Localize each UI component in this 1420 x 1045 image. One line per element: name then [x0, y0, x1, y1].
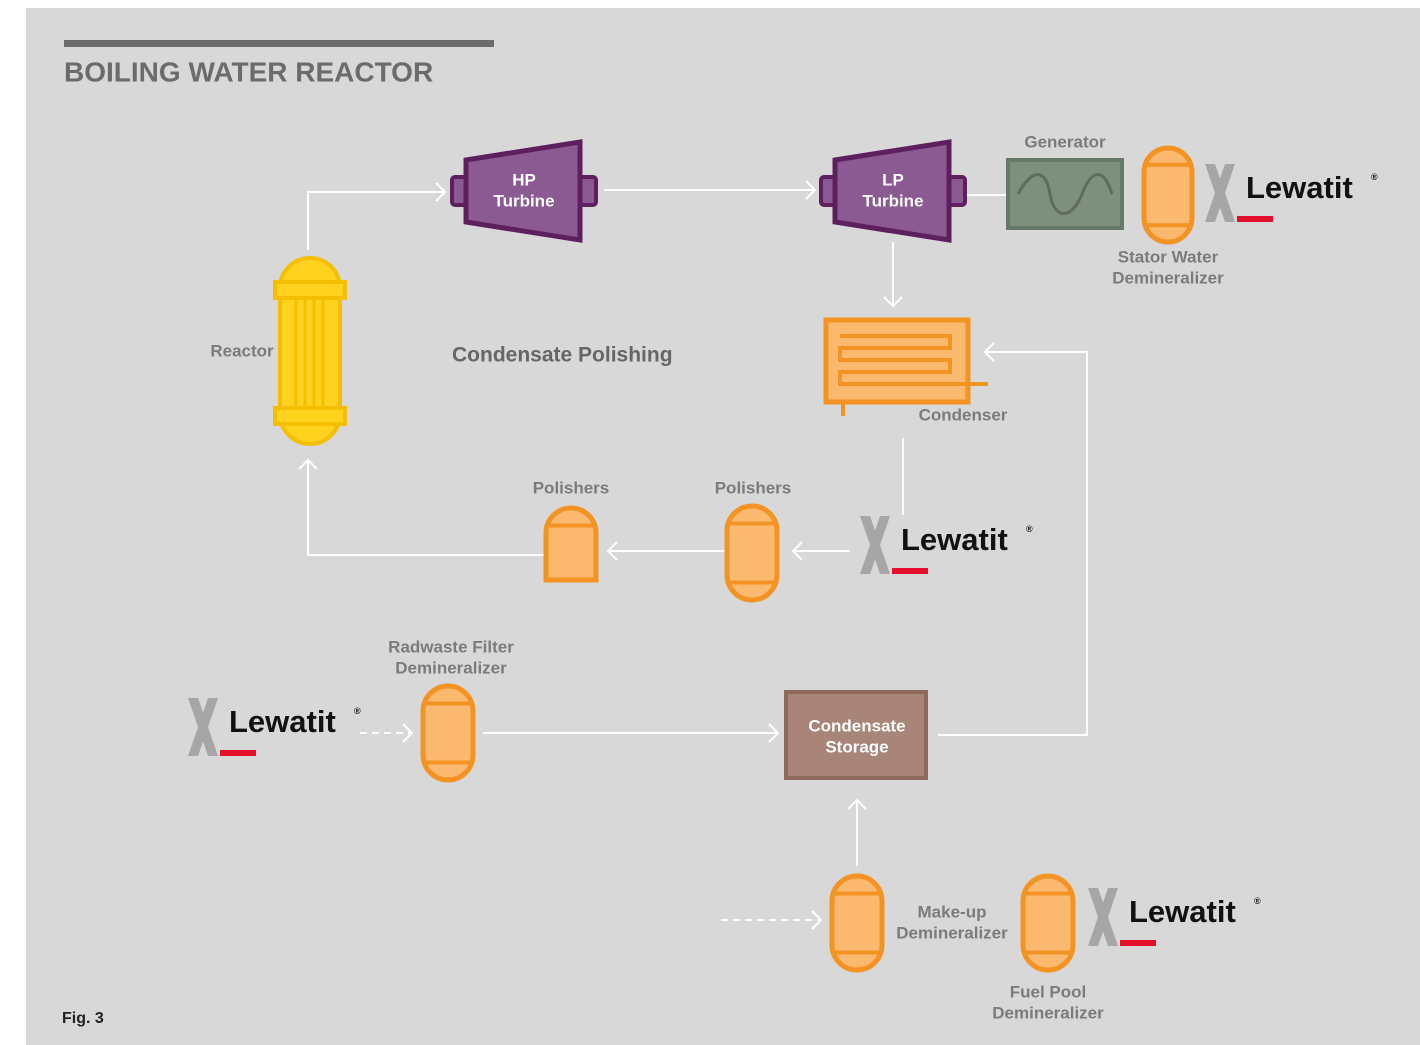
turbine-body — [832, 139, 952, 243]
condenser-coil — [838, 334, 988, 386]
logo-bar — [892, 568, 928, 574]
vessel — [543, 505, 599, 583]
arrow-head — [402, 723, 414, 743]
logo-x — [188, 698, 218, 756]
node-label: Demineralizer — [395, 658, 507, 677]
logo-mark: ® — [1254, 896, 1261, 906]
logo-text: Lewatit — [1129, 894, 1236, 929]
arrow-head — [983, 342, 995, 362]
logo-x — [860, 516, 890, 574]
vessel — [1141, 145, 1195, 245]
node-label: Condenser — [919, 405, 1008, 424]
node-label: Storage — [825, 737, 888, 756]
node-label: Turbine — [493, 191, 554, 210]
lewatit-logo: Lewatit ® — [1088, 888, 1261, 946]
node-label: Demineralizer — [896, 923, 1008, 942]
reactor-flange — [273, 280, 347, 300]
flow-line — [938, 351, 1088, 736]
node-label: Fuel Pool — [1010, 982, 1087, 1001]
reactor-flange — [273, 406, 347, 426]
arrow-head — [768, 723, 780, 743]
title-bar — [64, 40, 494, 47]
node-label: Generator — [1024, 132, 1106, 151]
arrow-head — [606, 541, 618, 561]
logo-mark: ® — [1026, 524, 1033, 534]
turbine — [450, 139, 598, 243]
flow-line — [307, 191, 445, 250]
vessel-body — [724, 503, 780, 603]
flow-line — [307, 460, 545, 556]
logo-x — [1088, 888, 1118, 946]
logo-text: Lewatit — [229, 704, 336, 739]
figure-label: Fig. 3 — [62, 1010, 104, 1027]
generator — [1006, 158, 1124, 230]
lewatit-logo: Lewatit ® — [860, 516, 1033, 574]
arrow-head — [883, 296, 903, 308]
node-label: Make-up — [918, 902, 987, 921]
title: BOILING WATER REACTOR — [64, 56, 433, 87]
lewatit-logo: Lewatit ® — [188, 698, 361, 756]
node-label: Demineralizer — [1112, 268, 1224, 287]
node-label: Polishers — [715, 478, 792, 497]
vessel — [829, 873, 885, 973]
node-label: Reactor — [210, 341, 274, 360]
arrow-head — [435, 182, 447, 202]
vessel-body — [543, 505, 599, 583]
arrow-head — [298, 458, 318, 470]
vessel-body — [829, 873, 885, 973]
logo-mark: ® — [1371, 172, 1378, 182]
node-label: Turbine — [862, 191, 923, 210]
node-label: Demineralizer — [992, 1003, 1104, 1022]
reactor — [273, 256, 347, 446]
lewatit-logo: Lewatit ® — [1205, 164, 1378, 222]
node-label: Stator Water — [1118, 247, 1219, 266]
condenser — [823, 317, 988, 416]
vessel-body — [1020, 873, 1076, 973]
vessel-body — [420, 683, 476, 783]
condensate-storage — [784, 690, 928, 780]
node-label: LP — [882, 170, 904, 189]
vessel — [420, 683, 476, 783]
arrow-head — [805, 180, 817, 200]
logo-text: Lewatit — [901, 522, 1008, 557]
logo-mark: ® — [354, 706, 361, 716]
logo-text: Lewatit — [1246, 170, 1353, 205]
logo-x — [1205, 164, 1235, 222]
vessel — [1020, 873, 1076, 973]
arrow-head — [847, 798, 867, 810]
arrow-head — [811, 910, 823, 930]
panel — [26, 8, 1420, 1045]
logo-bar — [220, 750, 256, 756]
node-label: Polishers — [533, 478, 610, 497]
section-label: Condensate Polishing — [452, 344, 673, 367]
turbine-body — [463, 139, 583, 243]
generator-wave — [1016, 173, 1114, 215]
logo-bar — [1120, 940, 1156, 946]
arrow-head — [791, 541, 803, 561]
vessel-body — [1141, 145, 1195, 245]
node-label: HP — [512, 170, 536, 189]
node-label: Radwaste Filter — [388, 637, 514, 656]
node-label: Condensate — [808, 716, 905, 735]
logo-bar — [1237, 216, 1273, 222]
turbine — [819, 139, 967, 243]
vessel — [724, 503, 780, 603]
